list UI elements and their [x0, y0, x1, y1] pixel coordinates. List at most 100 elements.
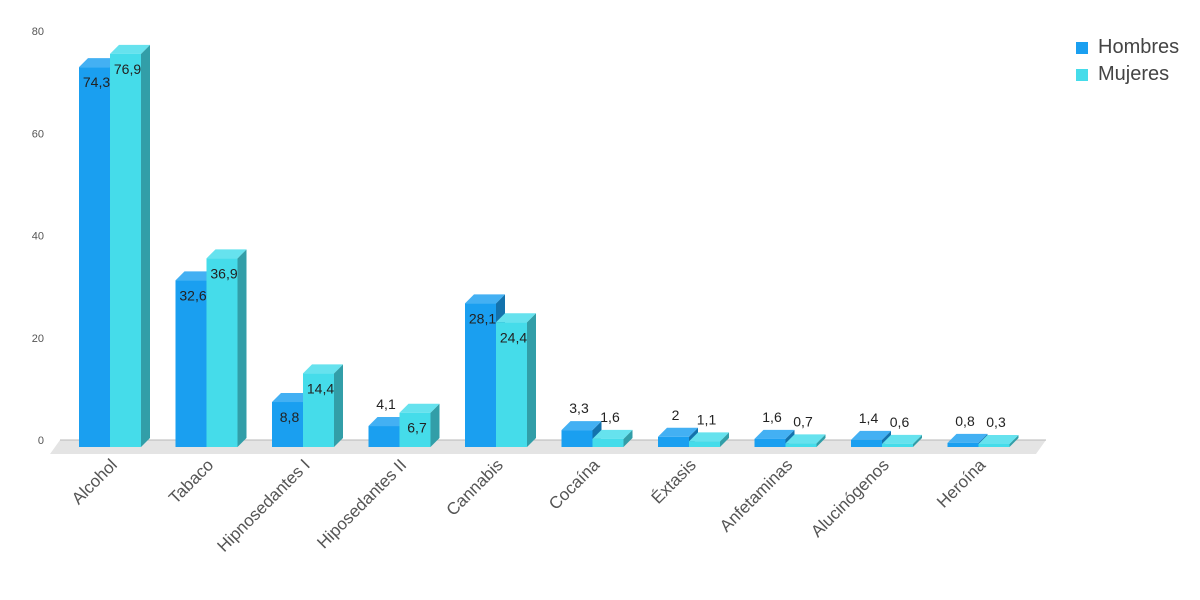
data-label: 1,1	[697, 411, 717, 427]
bar	[399, 403, 440, 447]
bar-top	[272, 393, 312, 403]
bar-top	[689, 432, 729, 442]
bar-front	[882, 443, 913, 447]
x-tick-label: Éxtasis	[648, 455, 700, 507]
x-tick-label: Alucinógenos	[807, 455, 893, 541]
bar-side	[334, 364, 343, 447]
x-tick-label: Heroína	[933, 455, 990, 512]
legend-label-mujeres: Mujeres	[1098, 63, 1170, 85]
x-tick-label: Alcohol	[68, 455, 121, 508]
bar	[303, 364, 343, 447]
data-label: 14,4	[307, 380, 334, 396]
bar-top	[658, 427, 698, 437]
bar-front	[399, 412, 431, 447]
data-label: 0,3	[986, 414, 1006, 430]
data-label: 0,7	[793, 413, 813, 429]
data-label: 74,3	[83, 74, 110, 90]
x-tick-label: Tabaco	[165, 455, 217, 507]
bar-top	[785, 434, 826, 444]
legend-item-hombres: Hombres	[1076, 34, 1179, 61]
x-tick-label: Cocaína	[545, 455, 604, 514]
data-label: 1,4	[859, 410, 879, 426]
data-label: 36,9	[210, 265, 237, 281]
bar-side	[527, 313, 536, 447]
bar-top	[561, 421, 602, 431]
x-tick-label: Hiposedantes II	[313, 455, 410, 552]
bar-top	[303, 364, 343, 374]
data-label: 6,7	[407, 420, 427, 436]
bar-top	[882, 434, 922, 444]
bar-front	[272, 402, 303, 447]
bar	[882, 434, 922, 447]
data-label: 3,3	[569, 400, 589, 416]
legend-item-mujeres: Mujeres	[1076, 61, 1179, 88]
bar	[978, 435, 1019, 447]
legend-swatch-hombres	[1076, 41, 1088, 54]
bar-front	[368, 426, 400, 447]
x-tick-label: Anfetaminas	[716, 455, 796, 535]
bar-front	[175, 280, 207, 447]
bar-side	[816, 434, 826, 447]
y-tick-label: 40	[32, 231, 44, 243]
bar-top	[206, 249, 247, 259]
bar-front	[110, 53, 141, 447]
bar-front	[303, 373, 334, 447]
data-label: 24,4	[500, 329, 527, 345]
bar-top	[496, 313, 536, 323]
bar-side	[913, 434, 922, 447]
data-label: 32,6	[179, 287, 206, 303]
bar-top	[399, 403, 440, 413]
bar-top	[368, 417, 409, 427]
legend: Hombres Mujeres	[1076, 34, 1179, 88]
bar-side	[237, 249, 247, 447]
bar-side	[720, 432, 729, 447]
bar-side	[1009, 435, 1019, 447]
bar	[110, 44, 150, 447]
bar-top	[754, 429, 795, 439]
bar-front	[465, 303, 496, 447]
bar	[592, 429, 633, 447]
bar	[785, 434, 826, 447]
bar	[689, 432, 729, 447]
bars	[79, 44, 1019, 448]
data-label: 76,9	[114, 61, 141, 77]
data-label: 1,6	[762, 409, 782, 425]
bar-front	[947, 442, 979, 447]
bar-front	[206, 258, 238, 447]
bar	[206, 249, 247, 447]
data-label: 2	[672, 407, 680, 423]
bar-top	[978, 435, 1019, 444]
bar	[496, 313, 536, 447]
data-label: 28,1	[469, 310, 496, 326]
bar-front	[658, 436, 689, 447]
bar-front	[754, 438, 786, 447]
bar-front	[851, 439, 882, 447]
data-label: 4,1	[376, 396, 396, 412]
y-tick-label: 60	[32, 128, 44, 140]
legend-label-hombres: Hombres	[1098, 36, 1180, 58]
data-labels: 74,376,9 32,636,9 8,8 14,4 4,1 6,7 28,124,4 3,3…	[83, 61, 1006, 436]
x-tick-label: Hipnosedantes I	[214, 455, 314, 555]
bar-front	[561, 430, 593, 447]
bar-side	[430, 403, 440, 447]
bar-front	[496, 322, 527, 447]
bar-front	[785, 443, 817, 447]
bar-top	[175, 271, 216, 281]
bar-top	[947, 433, 988, 443]
data-label: 1,6	[600, 409, 620, 425]
bar-top	[110, 44, 150, 54]
bar-top	[79, 58, 119, 68]
bar-top	[851, 430, 891, 440]
bar-top	[592, 429, 633, 439]
bar-front	[689, 441, 720, 447]
data-label: 0,8	[955, 413, 975, 429]
bar-side	[623, 429, 633, 447]
legend-swatch-mujeres	[1076, 68, 1088, 81]
y-axis: 0 20 40 60 80	[32, 26, 44, 447]
bar-top	[465, 294, 505, 304]
bar-front	[592, 438, 624, 447]
data-label: 8,8	[280, 409, 300, 425]
y-tick-label: 20	[32, 333, 44, 345]
